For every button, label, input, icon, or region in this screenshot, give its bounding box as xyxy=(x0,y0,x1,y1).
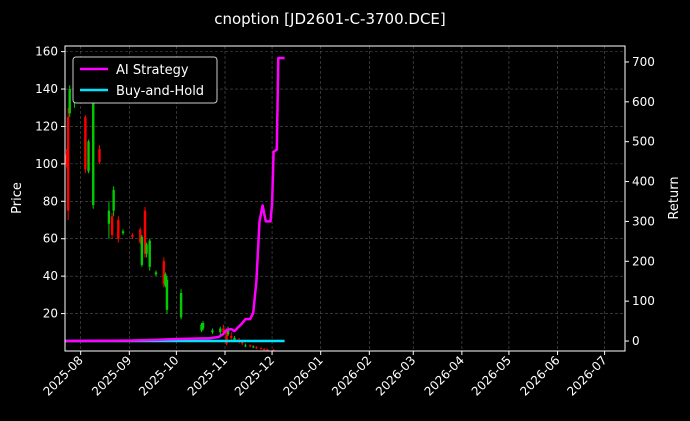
x-tick-label: 2025-10 xyxy=(136,353,181,398)
candle-body xyxy=(211,330,214,333)
candle-body xyxy=(139,229,142,243)
candle-body xyxy=(244,345,247,347)
x-tick-label: 2025-08 xyxy=(40,353,85,398)
candlesticks xyxy=(65,60,275,351)
x-tick-label: 2025-09 xyxy=(89,353,134,398)
candle-body xyxy=(165,279,169,310)
y-right-tick-label: 100 xyxy=(632,294,655,308)
candle-body xyxy=(226,328,230,335)
candle-body xyxy=(84,117,87,170)
candle-body xyxy=(92,98,95,206)
x-tick-label: 2025-12 xyxy=(232,353,277,398)
y-left-tick-label: 160 xyxy=(35,45,58,59)
chart-title: cnoption [JD2601-C-3700.DCE] xyxy=(214,10,446,28)
y-right-tick-label: 700 xyxy=(632,55,655,69)
candle-body xyxy=(107,210,111,224)
candle-body xyxy=(266,349,269,351)
x-tick-label: 2026-03 xyxy=(373,353,418,398)
candle-body xyxy=(148,240,151,267)
y-left-tick-label: 60 xyxy=(43,232,58,246)
legend: AI Strategy Buy-and-Hold xyxy=(72,56,218,104)
candle-body xyxy=(164,274,167,286)
x-tick-label: 2026-07 xyxy=(564,353,609,398)
y-left-tick-label: 120 xyxy=(35,119,58,133)
candle-body xyxy=(98,148,101,163)
candle-body xyxy=(233,337,236,340)
candle-body xyxy=(65,154,68,164)
x-tick-label: 2026-01 xyxy=(280,353,325,398)
legend-label-buy-and-hold: Buy-and-Hold xyxy=(116,84,204,99)
candle-body xyxy=(145,244,148,254)
y-right-tick-label: 300 xyxy=(632,214,655,228)
candle-body xyxy=(230,336,233,338)
x-tick-label: 2026-04 xyxy=(422,353,467,398)
candle-body xyxy=(68,89,71,114)
y-left-tick-label: 80 xyxy=(43,194,58,208)
candle-body xyxy=(272,349,275,351)
candle-body xyxy=(225,332,228,344)
series-lines xyxy=(64,56,285,343)
x-tick-label: 2026-05 xyxy=(469,353,514,398)
candle-body xyxy=(131,234,134,237)
candle-body xyxy=(252,346,255,348)
y-left-tick-label: 100 xyxy=(35,157,58,171)
grid xyxy=(65,46,625,351)
legend-label-ai-strategy: AI Strategy xyxy=(116,63,189,78)
plot-frame xyxy=(64,45,626,352)
y-right-tick-label: 0 xyxy=(632,334,640,348)
candle-body xyxy=(219,328,222,333)
candle-body xyxy=(179,292,183,318)
candle-body xyxy=(200,324,203,331)
candle-body xyxy=(259,348,263,350)
y-left-tick-label: 40 xyxy=(43,269,58,283)
x-tick-label: 2026-02 xyxy=(329,353,374,398)
candle-body xyxy=(263,349,266,351)
candle-body xyxy=(117,220,120,239)
y-left-tick-label: 140 xyxy=(35,82,58,96)
candle-body xyxy=(162,261,166,284)
y-left-tick-label: 20 xyxy=(43,307,58,321)
candle-body xyxy=(241,341,244,344)
y-right-tick-label: 500 xyxy=(632,135,655,149)
x-tick-label: 2026-06 xyxy=(517,353,562,398)
candle-body xyxy=(255,347,258,349)
candle-body xyxy=(110,216,114,235)
y-right-tick-label: 200 xyxy=(632,254,655,268)
candle-body xyxy=(140,236,144,265)
candle-body xyxy=(154,272,158,275)
y-left-label: Price xyxy=(10,182,25,214)
y-right-tick-label: 600 xyxy=(632,95,655,109)
legend-box xyxy=(72,56,218,104)
candle-body xyxy=(143,210,147,254)
x-tick-label: 2025-11 xyxy=(185,353,230,398)
series-line-ai-strategy xyxy=(64,56,285,343)
candle-body xyxy=(222,328,225,333)
candle-body xyxy=(248,345,252,347)
y-right-tick-label: 400 xyxy=(632,175,655,189)
candle-body xyxy=(66,117,70,211)
candle-body xyxy=(201,322,205,329)
candle-body xyxy=(87,141,90,172)
candle-body xyxy=(121,231,125,234)
candle-body xyxy=(112,190,115,211)
y-right-label: Return xyxy=(667,176,682,219)
